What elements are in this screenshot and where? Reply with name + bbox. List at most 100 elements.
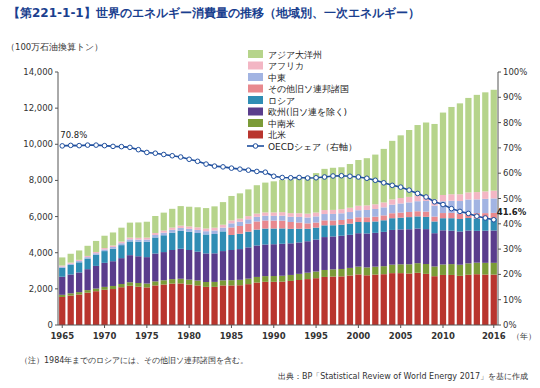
bar <box>93 253 99 254</box>
bar <box>296 229 302 243</box>
bar <box>93 252 99 253</box>
bar <box>152 235 158 237</box>
bar <box>321 210 327 214</box>
line-marker <box>407 188 412 193</box>
bar <box>338 236 344 269</box>
bar <box>321 225 327 237</box>
x-tick <box>62 325 63 328</box>
bar <box>414 196 420 202</box>
line-marker <box>187 157 192 162</box>
bar <box>59 277 65 295</box>
line-marker <box>263 170 268 175</box>
bar <box>465 230 471 263</box>
bar <box>220 228 226 232</box>
y-tick <box>55 180 58 181</box>
y-tick <box>55 72 58 73</box>
bar <box>127 255 133 282</box>
line-marker <box>212 164 217 169</box>
bar <box>144 287 150 325</box>
x-tick <box>231 325 232 328</box>
bar <box>482 191 488 198</box>
bar <box>220 231 226 251</box>
bar <box>338 213 344 220</box>
line-marker <box>145 150 150 155</box>
line-marker <box>229 166 234 171</box>
bar <box>144 240 150 242</box>
bar <box>389 205 395 214</box>
bar <box>203 253 209 282</box>
y2-tick-label: 90% <box>503 92 522 102</box>
bar <box>338 225 344 236</box>
bar <box>414 228 420 263</box>
bar <box>414 125 420 195</box>
bar <box>101 249 107 251</box>
bar <box>245 279 251 285</box>
bar <box>68 264 74 265</box>
bar <box>355 274 361 325</box>
y2-tick <box>498 274 501 275</box>
y2-tick-label: 10% <box>503 295 522 305</box>
bar <box>84 256 90 257</box>
bar <box>338 269 344 276</box>
bar <box>84 257 90 258</box>
bar <box>237 234 243 249</box>
y2-tick-label: 30% <box>503 244 522 254</box>
bar <box>457 265 463 276</box>
bar <box>414 211 420 216</box>
bar <box>296 217 302 223</box>
line-marker <box>178 155 183 160</box>
x-tick <box>189 325 190 328</box>
bar <box>321 277 327 325</box>
bar <box>330 210 336 214</box>
bar <box>431 124 437 200</box>
bar <box>406 273 412 325</box>
line-marker <box>77 143 82 148</box>
y-tick <box>55 144 58 145</box>
bar <box>423 212 429 217</box>
line-marker <box>398 185 403 190</box>
bar <box>491 230 497 262</box>
bar <box>186 207 192 227</box>
bar <box>465 98 471 193</box>
bar <box>364 158 370 205</box>
bar <box>76 294 82 325</box>
x-tick-label: 2010 <box>431 331 455 341</box>
bar <box>398 203 404 212</box>
bar <box>228 285 234 325</box>
bar <box>381 274 387 325</box>
bar <box>355 206 361 211</box>
bar <box>364 217 370 222</box>
bar <box>228 223 234 227</box>
line-marker <box>373 178 378 183</box>
bar <box>440 201 446 213</box>
bar <box>338 209 344 213</box>
bar <box>406 217 412 229</box>
bar <box>110 245 116 247</box>
bar <box>288 243 294 275</box>
x-tick <box>146 325 147 328</box>
bar <box>228 235 234 250</box>
legend-label: 中南米 <box>268 119 295 129</box>
legend-swatch <box>248 73 263 81</box>
bar <box>194 227 200 230</box>
bar <box>76 292 82 294</box>
bar <box>194 252 200 281</box>
bar <box>398 135 404 198</box>
bar <box>431 217 437 222</box>
bar <box>178 231 184 249</box>
bar <box>262 220 268 228</box>
bar <box>127 238 133 240</box>
legend-label: アジア大洋州 <box>268 50 322 60</box>
bar <box>76 272 82 292</box>
bar <box>271 244 277 276</box>
bar <box>440 113 446 195</box>
y-tick-label: 10,000 <box>23 139 53 149</box>
line-marker <box>415 191 420 196</box>
y2-tick <box>498 198 501 199</box>
bar <box>203 234 209 253</box>
bar <box>304 279 310 325</box>
bar <box>296 280 302 325</box>
bar <box>465 218 471 230</box>
bar <box>431 276 437 325</box>
bar <box>245 247 251 278</box>
